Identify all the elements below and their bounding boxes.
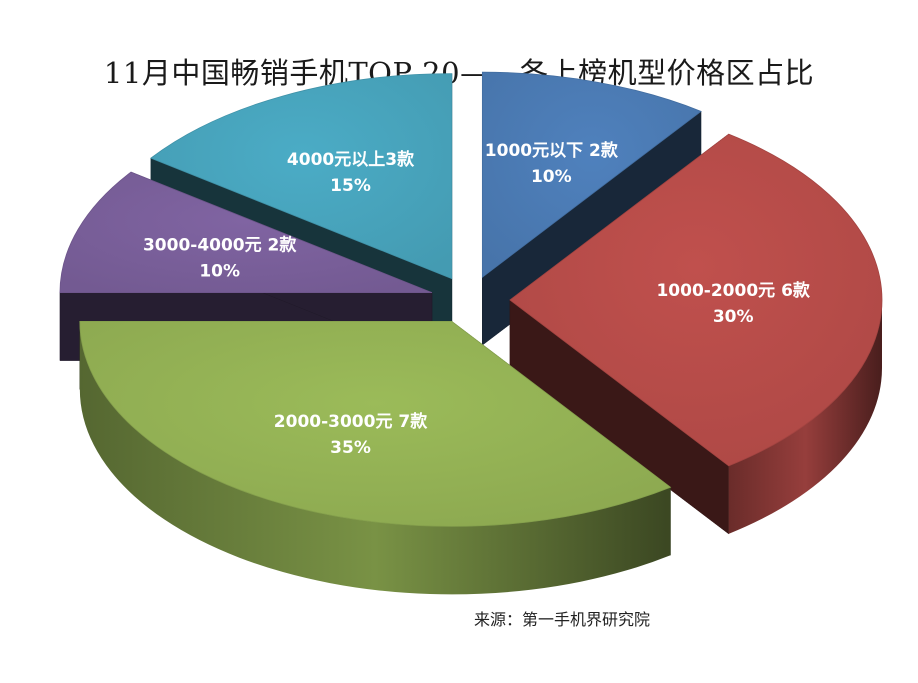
slice-label-4: 3000-4000元 2款 [143,235,297,256]
slice-percent-4: 10% [199,262,240,282]
slice-percent-2: 30% [713,307,754,327]
slice-percent-1: 10% [531,167,572,187]
slice-2-top [509,133,883,467]
slice-1-top [481,71,702,278]
slice-label-3: 2000-3000元 7款 [274,411,428,432]
chart-source: 来源：第一手机界研究院 [474,610,651,629]
slice-2-rim-1 [728,300,882,534]
pie-slice-3 [79,320,672,595]
chart-title: 11月中国畅销手机TOP 20——各上榜机型价格区占比 [103,56,815,90]
pie-slice-2 [509,133,883,535]
slice-label-1: 1000元以下 2款 [485,140,619,161]
slice-label-2: 1000-2000元 6款 [656,280,810,301]
slice-5-top [150,73,453,280]
slice-3-rim-1 [79,321,671,595]
slice-3-top [79,320,672,527]
slice-percent-5: 15% [330,176,371,196]
slice-percent-3: 35% [330,438,371,458]
slice-4-top [59,171,433,293]
slice-label-5: 4000元以上3款 [287,149,415,170]
